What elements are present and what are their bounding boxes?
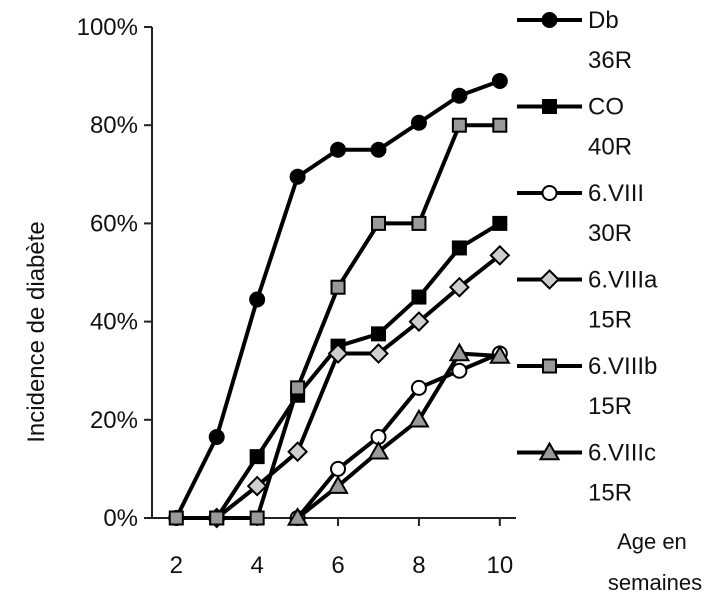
series-line <box>215 221 501 520</box>
legend-entry-2: CO 40R <box>517 94 632 161</box>
x-axis-label: Age en semaines <box>608 529 702 594</box>
series-line <box>176 123 500 520</box>
legend-entry-4: 6.VIIIa 15R <box>517 267 658 334</box>
data-point <box>411 215 427 231</box>
data-point <box>290 380 306 396</box>
x-tick-label: 6 <box>331 552 344 579</box>
series-line <box>215 253 502 520</box>
data-point <box>408 408 430 428</box>
series-1 <box>168 73 508 526</box>
legend-label-line: 36R <box>588 47 632 74</box>
data-point <box>451 117 467 133</box>
data-point <box>411 289 427 305</box>
data-point <box>327 343 349 364</box>
series-6 <box>286 342 511 526</box>
data-point <box>286 506 309 526</box>
legend-label-line: 6.VIII <box>588 180 644 207</box>
legend-label-line: 6.VIIIb <box>588 353 657 380</box>
legend-label: 6.VIIIa 15R <box>588 267 658 334</box>
data-point <box>451 87 468 104</box>
y-axis-label: Incidence de diabète <box>23 221 50 443</box>
data-point <box>330 141 347 158</box>
series-5 <box>168 117 508 526</box>
data-point <box>492 215 508 231</box>
data-point <box>410 114 427 131</box>
legend-label-line: 30R <box>588 220 632 247</box>
data-point <box>491 73 508 90</box>
legend-label-line: 15R <box>588 480 632 507</box>
data-point <box>367 440 390 460</box>
legend-entry-6: 6.VIIIc 15R <box>517 440 656 507</box>
data-point <box>208 428 225 445</box>
legend-marker <box>542 99 557 114</box>
legend-label-line: Db <box>588 7 619 34</box>
x-tick-label: 2 <box>170 552 183 579</box>
y-tick-label: 80% <box>90 112 138 139</box>
y-tick-label: 40% <box>90 309 138 336</box>
legend-label: 6.VIIIc 15R <box>588 440 656 507</box>
data-point <box>370 326 386 342</box>
x-tick-label: 8 <box>412 552 425 579</box>
data-point <box>370 215 386 231</box>
series-4 <box>206 244 511 529</box>
data-point <box>168 510 184 526</box>
data-point <box>287 441 309 463</box>
data-point <box>489 244 511 266</box>
data-point <box>289 168 306 185</box>
legend-label-line: 15R <box>588 307 632 334</box>
data-point <box>246 475 268 497</box>
tick-labels: 0% 20% 40% 60% 80% 100% 2 4 6 8 10 <box>77 14 514 579</box>
legend-marker <box>541 12 558 28</box>
x-axis-label-line-2: semaines <box>608 570 702 594</box>
legend-marker <box>538 441 561 461</box>
y-tick-label: 0% <box>103 505 138 532</box>
legend-label: 6.VIII 30R <box>588 180 644 247</box>
legend-marker <box>539 269 560 290</box>
x-axis-label-line-1: Age en <box>617 529 687 554</box>
data-point <box>448 276 470 298</box>
data-point <box>209 510 225 526</box>
data-point <box>448 342 471 362</box>
data-point <box>330 460 347 477</box>
legend-label: CO 40R <box>588 94 632 161</box>
data-point <box>451 362 468 379</box>
data-point <box>249 449 265 465</box>
data-point <box>408 311 430 333</box>
data-point <box>249 291 266 308</box>
legend-label: Db 36R <box>588 7 632 74</box>
legend-marker <box>542 358 557 374</box>
x-tick-label: 4 <box>250 552 263 579</box>
y-tick-label: 100% <box>77 14 138 41</box>
legend-label-line: 15R <box>588 393 632 420</box>
x-tick-label: 10 <box>486 552 513 579</box>
data-point <box>492 117 508 133</box>
legend-marker <box>541 185 558 201</box>
y-tick-label: 60% <box>90 210 138 237</box>
data-point <box>249 510 265 526</box>
data-point <box>410 379 427 396</box>
series-group <box>168 73 511 529</box>
legend-label-line: 6.VIIIc <box>588 440 656 467</box>
data-point <box>370 141 387 158</box>
data-point <box>327 475 349 494</box>
data-point <box>330 279 346 295</box>
legend-entry-3: 6.VIII 30R <box>517 180 644 247</box>
data-point <box>451 240 467 256</box>
legend-entry-5: 6.VIIIb 15R <box>517 353 657 420</box>
legend-label: 6.VIIIb 15R <box>588 353 657 420</box>
series-3 <box>289 345 508 526</box>
legend-label-line: 40R <box>588 134 632 161</box>
legend-label-line: 6.VIIIa <box>588 267 658 294</box>
data-point <box>489 344 511 364</box>
legend-entry-1: Db 36R <box>517 7 632 74</box>
data-point <box>368 343 389 364</box>
y-tick-label: 20% <box>90 407 138 434</box>
legend-label-line: CO <box>588 94 624 121</box>
